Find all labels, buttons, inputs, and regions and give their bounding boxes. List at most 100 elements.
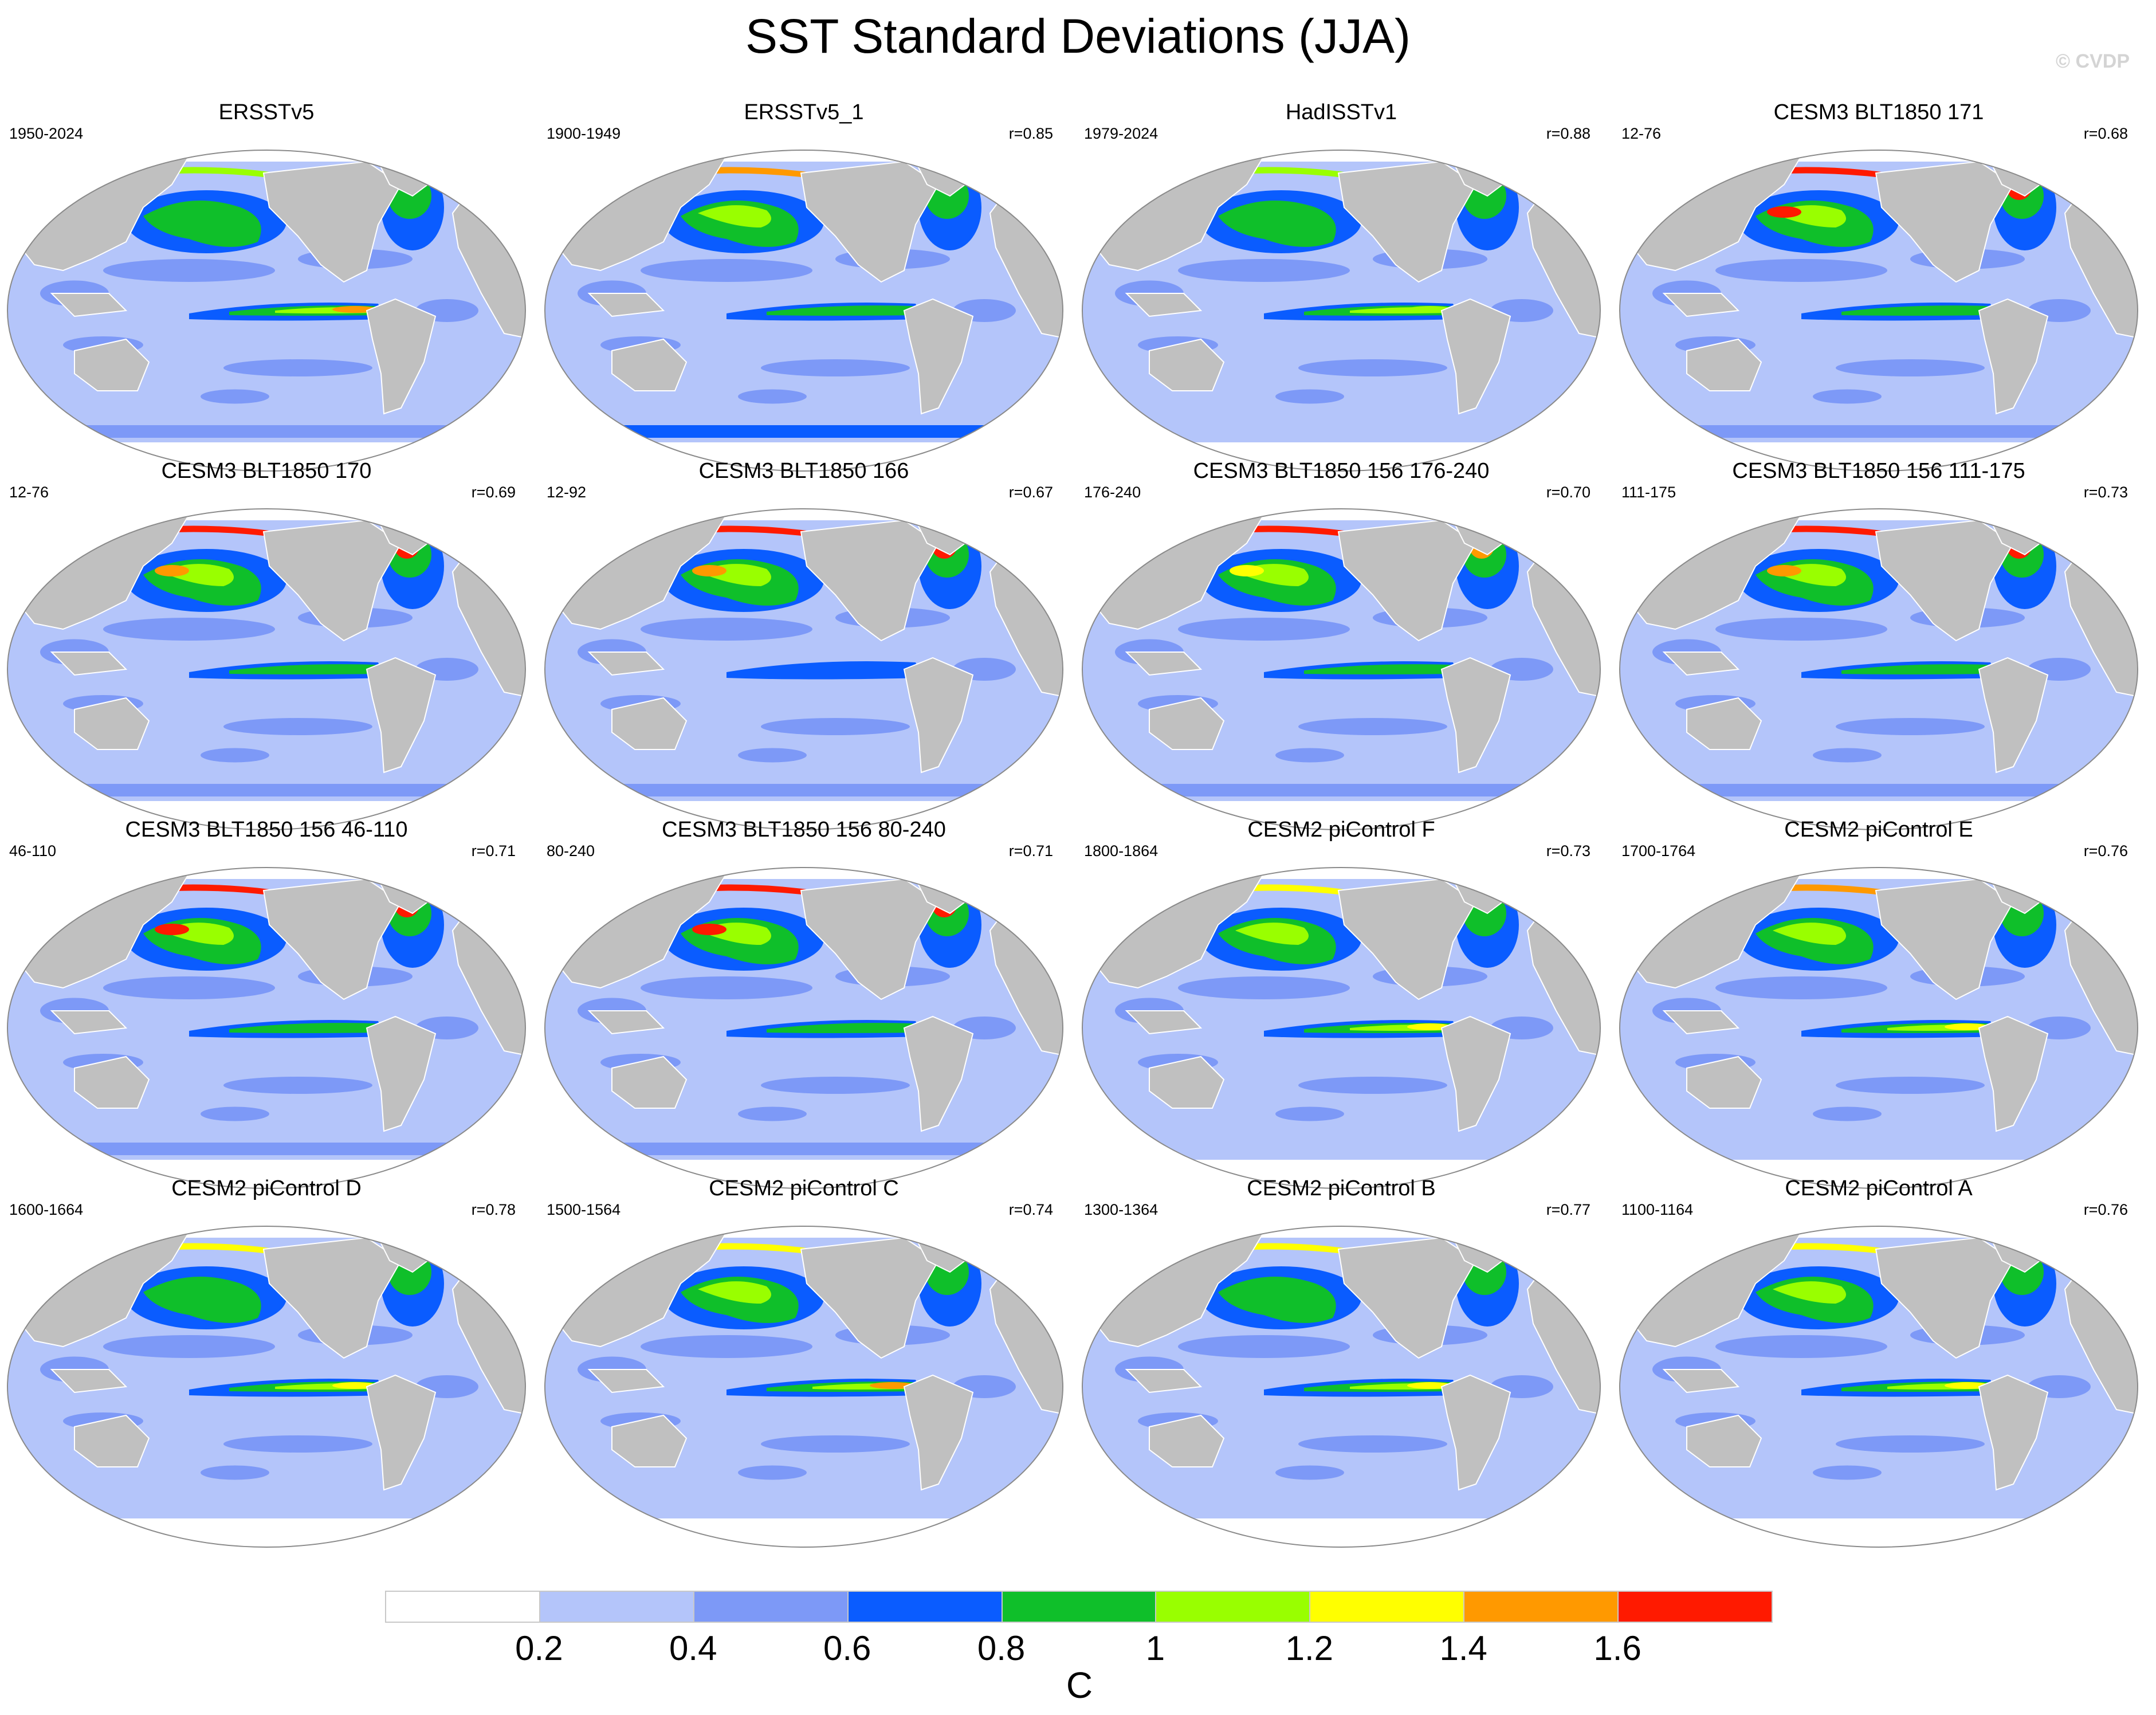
map-panel: CESM2 piControl D 1600-1664 r=0.78 xyxy=(0,1175,533,1576)
map-panel: ERSSTv5_1 1900-1949 r=0.85 xyxy=(537,99,1070,500)
land-maritime-continent xyxy=(1662,1369,1740,1394)
sst-band xyxy=(1836,1435,1985,1453)
main-title: SST Standard Deviations (JJA) xyxy=(745,9,1411,63)
world-map xyxy=(1619,867,2138,1189)
land-south-america xyxy=(903,298,974,415)
equatorial-pacific-core xyxy=(229,664,379,674)
sst-band xyxy=(1275,1106,1344,1121)
panel-period: 46-110 xyxy=(9,842,57,860)
map-panel: HadISSTv1 1979-2024 r=0.88 xyxy=(1075,99,1608,500)
land-australia xyxy=(611,338,688,391)
map-panel: CESM2 piControl B 1300-1364 r=0.77 xyxy=(1075,1175,1608,1576)
panel-title: CESM2 piControl C xyxy=(709,1176,899,1200)
southern-ocean-band xyxy=(545,1143,1063,1155)
land-maritime-continent xyxy=(1125,1369,1203,1394)
sst-band xyxy=(1813,1465,1882,1480)
world-map xyxy=(7,150,526,472)
north-pacific-peak xyxy=(1773,1281,1846,1304)
panel-correlation: r=0.85 xyxy=(1008,125,1053,142)
north-pacific-max xyxy=(155,924,189,935)
southern-ocean-band xyxy=(1082,425,1600,438)
sst-band xyxy=(1715,1335,1887,1358)
land-maritime-continent xyxy=(587,293,665,317)
colorbar-box xyxy=(1155,1591,1311,1623)
map-outline xyxy=(1619,867,2138,1189)
panel-correlation: r=0.88 xyxy=(1546,125,1591,142)
north-pacific-max xyxy=(1767,565,1801,576)
colorbar-box xyxy=(539,1591,694,1623)
sst-band xyxy=(1298,359,1447,376)
land-south-america xyxy=(1978,298,2049,415)
southern-ocean-band xyxy=(7,425,525,438)
map-outline xyxy=(544,508,1063,830)
southern-ocean-band xyxy=(1620,425,2138,438)
map-outline xyxy=(1082,867,1601,1189)
arctic-fringe xyxy=(1620,150,2138,162)
colorbar-tick-label: 1 xyxy=(1145,1629,1165,1667)
colorbar-box xyxy=(1463,1591,1619,1623)
panel-title: CESM3 BLT1850 156 46-110 xyxy=(125,818,408,842)
southern-ocean-band xyxy=(545,784,1063,796)
southern-ocean-band xyxy=(1082,1143,1600,1155)
colorbar-tick-label: 0.2 xyxy=(515,1629,563,1667)
panel-correlation: r=0.71 xyxy=(1008,842,1053,860)
colorbar-tick-label: 0.4 xyxy=(669,1629,717,1667)
land-australia xyxy=(74,338,150,391)
panel-title: CESM3 BLT1850 171 xyxy=(1773,100,1984,124)
land-australia xyxy=(611,697,688,750)
panel-title: CESM3 BLT1850 166 xyxy=(698,459,909,483)
equatorial-pacific-core xyxy=(767,664,917,674)
panel-title: CESM3 BLT1850 156 111-175 xyxy=(1732,459,2025,483)
southern-ocean-band xyxy=(7,784,525,796)
world-map xyxy=(1082,867,1601,1189)
panel-title: CESM2 piControl D xyxy=(171,1176,362,1200)
world-map xyxy=(544,1226,1063,1548)
panel-title: CESM3 BLT1850 156 80-240 xyxy=(662,818,946,842)
sst-band xyxy=(738,1465,807,1480)
land-maritime-continent xyxy=(1662,1010,1740,1035)
arctic-fringe xyxy=(545,509,1063,520)
land-antarctica xyxy=(7,1540,525,1547)
arctic-fringe xyxy=(1620,509,2138,520)
sst-band xyxy=(641,259,812,282)
sst-band xyxy=(223,1077,372,1094)
sst-band xyxy=(738,389,807,404)
land-maritime-continent xyxy=(587,652,665,676)
southern-ocean-band xyxy=(1620,1143,2138,1155)
colorbar-tick-label: 1.4 xyxy=(1439,1629,1487,1667)
map-outline xyxy=(1082,150,1601,472)
land-australia xyxy=(74,1055,150,1109)
sst-band xyxy=(1178,1335,1350,1358)
land-south-america xyxy=(366,657,437,774)
land-south-america xyxy=(903,1374,974,1491)
land-south-america xyxy=(1978,1015,2049,1132)
panel-period: 1300-1364 xyxy=(1084,1201,1158,1218)
land-australia xyxy=(1686,1055,1762,1109)
map-panel: CESM2 piControl A 1100-1164 r=0.76 xyxy=(1612,1175,2145,1576)
world-map xyxy=(7,1226,526,1548)
sst-band xyxy=(761,359,910,376)
sst-band xyxy=(1298,1077,1447,1094)
land-south-america xyxy=(903,1015,974,1132)
colorbar-box xyxy=(693,1591,849,1623)
southern-ocean-band xyxy=(1620,784,2138,796)
sst-band xyxy=(201,1106,269,1121)
panel-correlation: r=0.71 xyxy=(471,842,516,860)
panel-correlation: r=0.69 xyxy=(471,484,516,501)
map-outline xyxy=(544,1226,1063,1548)
sst-band xyxy=(1275,389,1344,404)
north-pacific-max xyxy=(692,565,726,576)
colorbar-box xyxy=(1001,1591,1157,1623)
land-australia xyxy=(1149,338,1225,391)
land-south-america xyxy=(1978,1374,2049,1491)
panel-period: 1900-1949 xyxy=(547,125,621,142)
southern-ocean-band xyxy=(1082,1501,1600,1514)
sst-band xyxy=(1178,976,1350,999)
land-south-america xyxy=(366,1015,437,1132)
world-map xyxy=(1619,508,2138,830)
colorbar-box xyxy=(1617,1591,1773,1623)
panel-period: 176-240 xyxy=(1084,484,1141,501)
sst-band xyxy=(1178,259,1350,282)
panel-title: CESM3 BLT1850 156 176-240 xyxy=(1193,459,1490,483)
arctic-fringe xyxy=(1082,509,1600,520)
